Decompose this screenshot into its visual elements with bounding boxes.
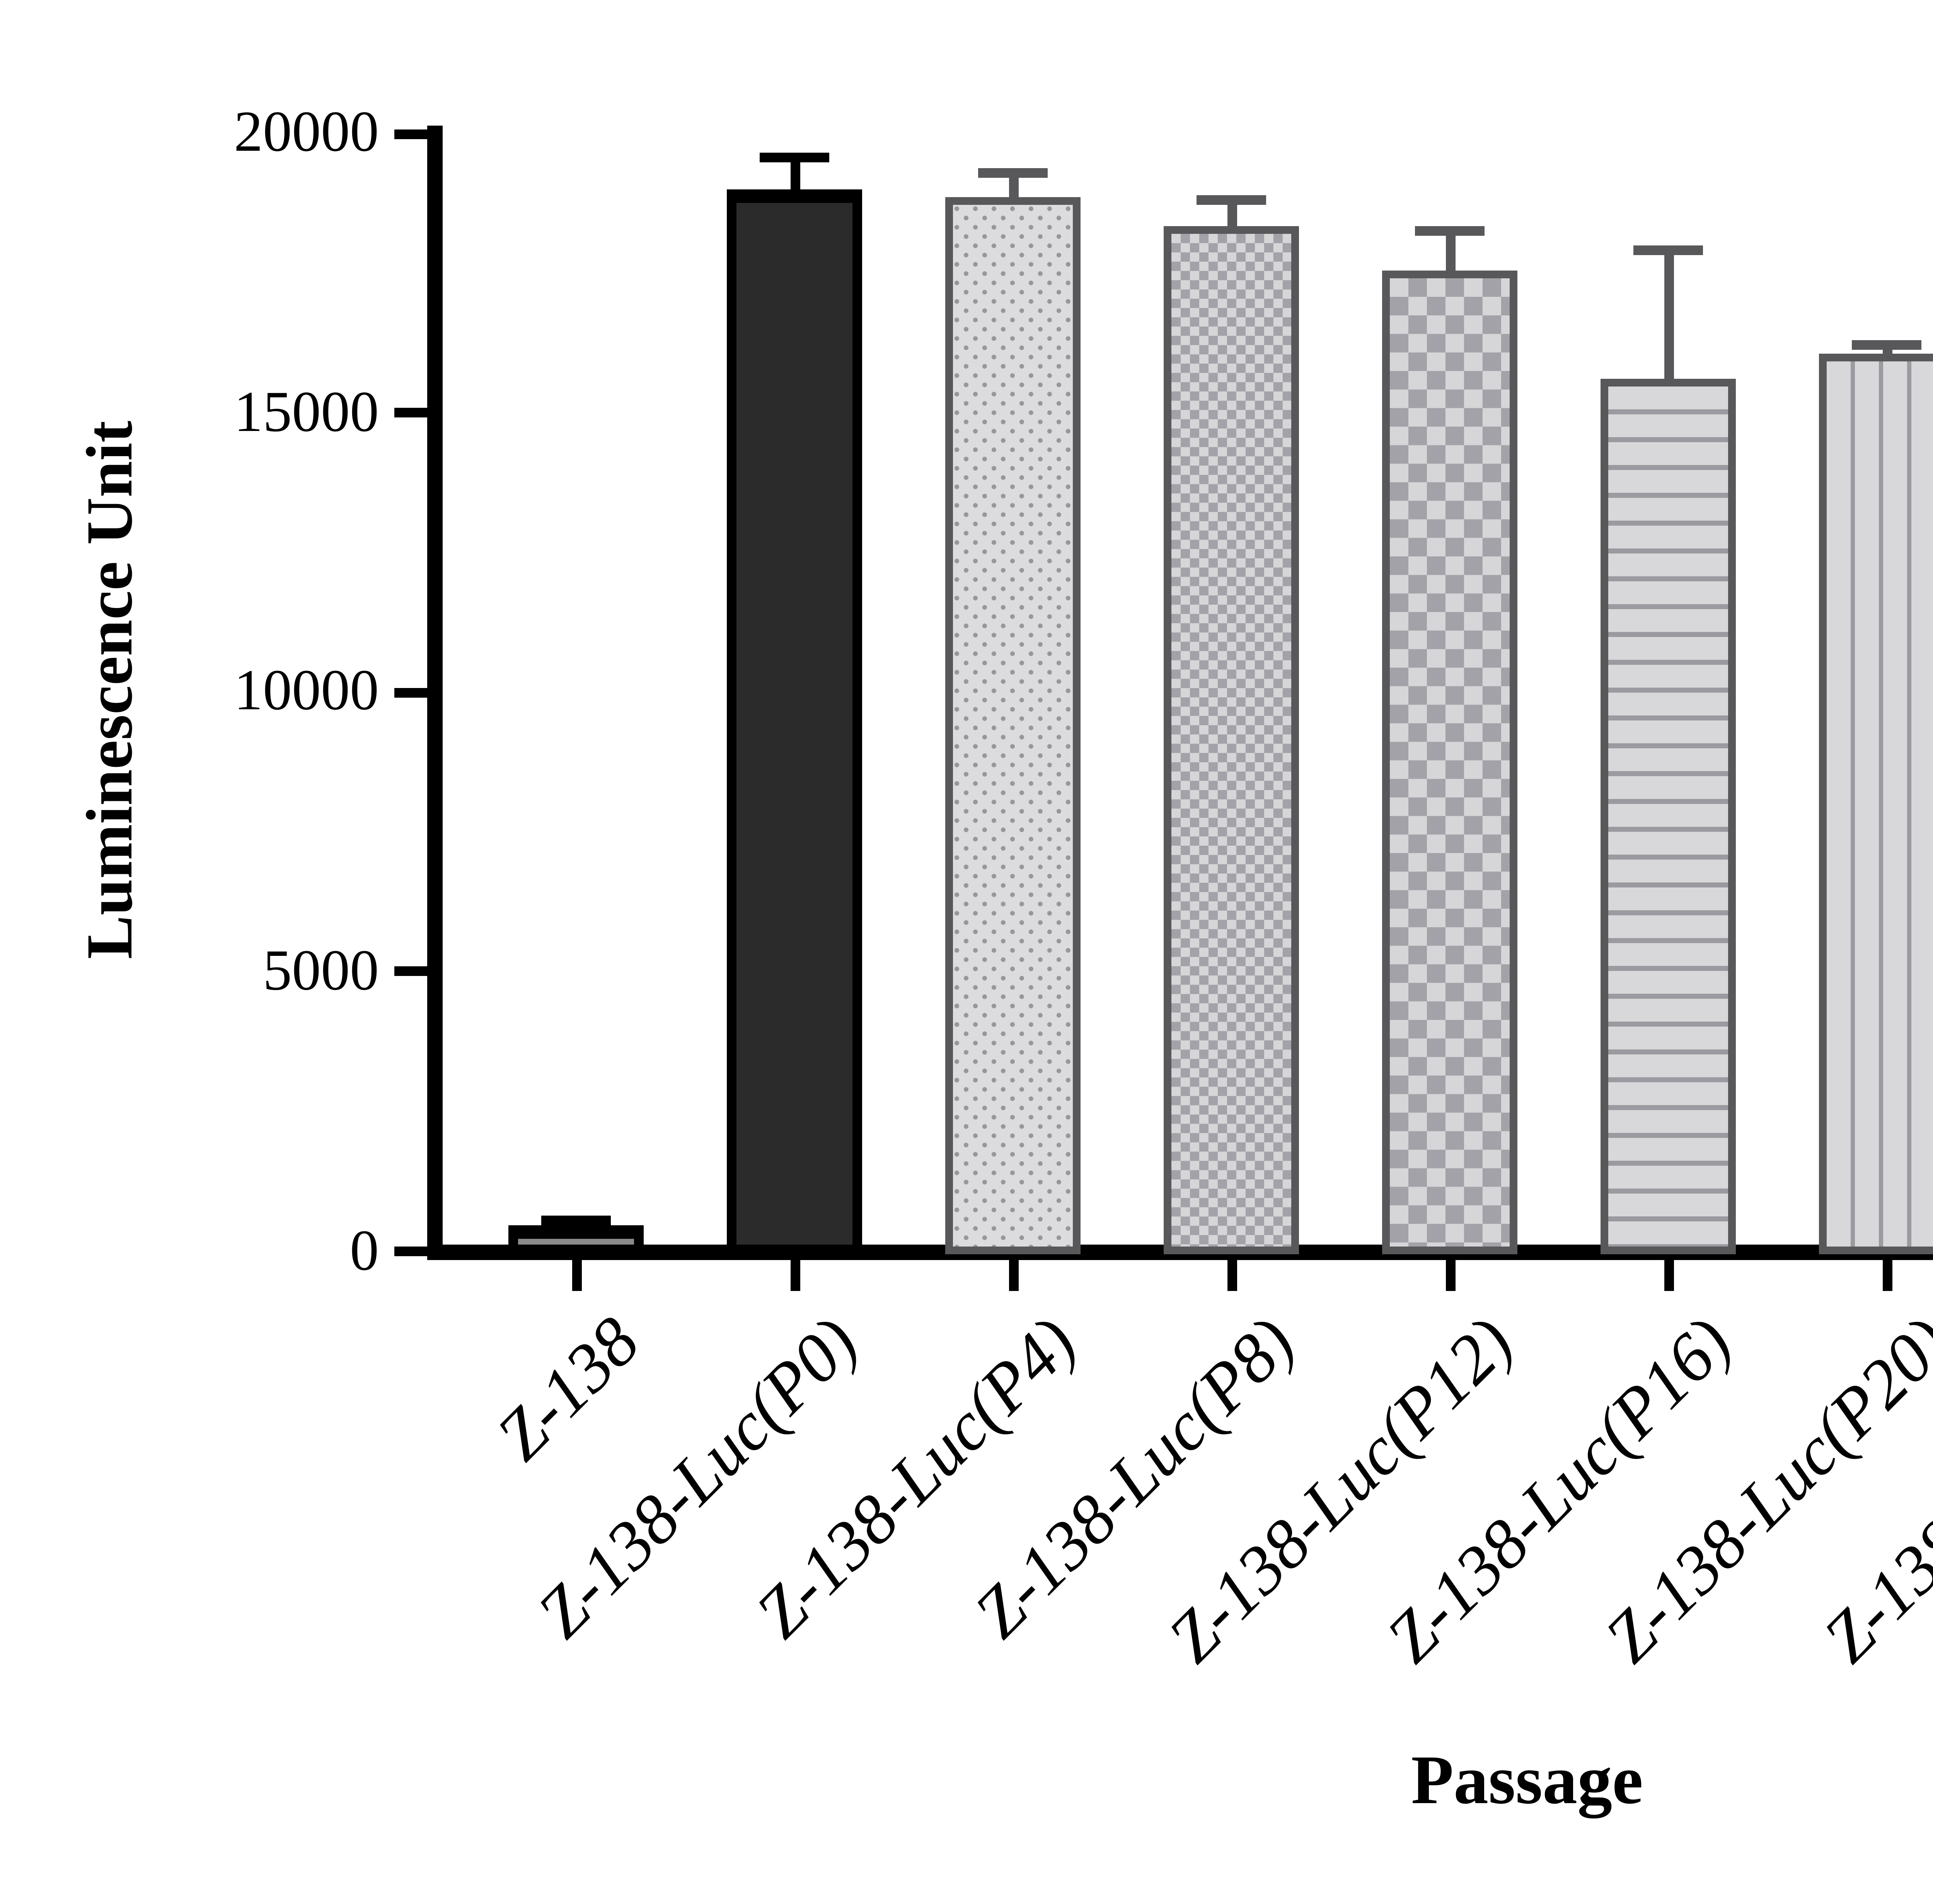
y-tick-0	[394, 1247, 427, 1256]
bar-Z-138-Luc(P20)	[1819, 354, 1933, 1255]
x-tick-Z-138-Luc(P0)	[789, 1260, 799, 1291]
x-tick-Z-138-Luc(P12)	[1445, 1260, 1455, 1291]
error-bar-cap	[1633, 246, 1703, 256]
x-tick-Z-138	[571, 1260, 581, 1291]
y-axis-line	[427, 126, 443, 1260]
x-tick-Z-138-Luc(P4)	[1008, 1260, 1018, 1291]
y-tick-10000	[394, 687, 427, 697]
bar-Z-138-Luc(P4)	[945, 198, 1081, 1255]
x-tick-Z-138-Luc(P20)	[1882, 1260, 1892, 1291]
bar-Z-138-Luc(P16)	[1601, 379, 1736, 1255]
error-bar-cap	[1415, 226, 1485, 236]
error-bar-stem	[1663, 250, 1673, 391]
y-tick-20000	[394, 128, 427, 138]
error-bar-cap	[978, 168, 1048, 178]
error-bar-cap	[541, 1214, 611, 1224]
bar-Z-138-Luc(P8)	[1164, 225, 1299, 1255]
y-tick-label-20000: 20000	[234, 100, 379, 164]
bar-Z-138-Luc(P12)	[1382, 270, 1517, 1255]
y-tick-label-0: 0	[350, 1218, 379, 1282]
error-bar-cap	[1197, 194, 1266, 204]
x-tick-Z-138-Luc(P16)	[1663, 1260, 1673, 1291]
x-tick-Z-138-Luc(P8)	[1226, 1260, 1236, 1291]
y-tick-15000	[394, 408, 427, 418]
bar-Z-138	[508, 1226, 644, 1255]
error-bar-cap	[760, 153, 829, 163]
y-tick-label-10000: 10000	[234, 659, 379, 724]
y-tick-label-5000: 5000	[263, 939, 379, 1003]
error-bar-cap	[1852, 341, 1921, 351]
y-tick-label-15000: 15000	[234, 380, 379, 444]
bar-Z-138-Luc(P0)	[727, 189, 862, 1255]
y-tick-5000	[394, 967, 427, 977]
x-axis-title: Passage	[1411, 1741, 1643, 1819]
